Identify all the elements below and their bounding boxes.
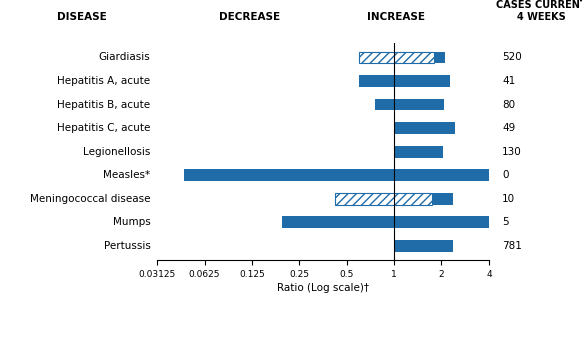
Bar [353, 193, 453, 205]
X-axis label: Ratio (Log scale)†: Ratio (Log scale)† [277, 283, 369, 293]
Text: CASES CURRENT
4 WEEKS: CASES CURRENT 4 WEEKS [496, 0, 582, 22]
Bar [359, 75, 450, 87]
Text: 41: 41 [502, 76, 516, 86]
Text: Pertussis: Pertussis [104, 241, 151, 251]
Text: Hepatitis C, acute: Hepatitis C, acute [57, 123, 151, 133]
Bar [282, 216, 509, 228]
Text: 781: 781 [502, 241, 522, 251]
Text: 0: 0 [502, 170, 509, 180]
Bar [372, 52, 445, 63]
Text: 520: 520 [502, 52, 522, 62]
Text: Hepatitis A, acute: Hepatitis A, acute [58, 76, 151, 86]
Text: 5: 5 [502, 217, 509, 227]
Bar [394, 146, 443, 157]
Text: Legionellosis: Legionellosis [83, 147, 151, 157]
Text: 130: 130 [502, 147, 522, 157]
Bar [335, 193, 432, 205]
Text: DISEASE: DISEASE [56, 12, 107, 22]
Text: Giardiasis: Giardiasis [99, 52, 151, 62]
Bar [183, 169, 582, 181]
Bar [359, 52, 434, 63]
Bar [394, 122, 455, 134]
Bar [394, 240, 453, 252]
Bar [375, 99, 444, 110]
Text: Meningococcal disease: Meningococcal disease [30, 194, 151, 204]
Text: INCREASE: INCREASE [367, 12, 425, 22]
Text: 80: 80 [502, 100, 515, 109]
Text: 10: 10 [502, 194, 515, 204]
Text: Hepatitis B, acute: Hepatitis B, acute [58, 100, 151, 109]
Text: DECREASE: DECREASE [219, 12, 281, 22]
Text: Mumps: Mumps [113, 217, 151, 227]
Text: Measles*: Measles* [104, 170, 151, 180]
Text: 49: 49 [502, 123, 516, 133]
